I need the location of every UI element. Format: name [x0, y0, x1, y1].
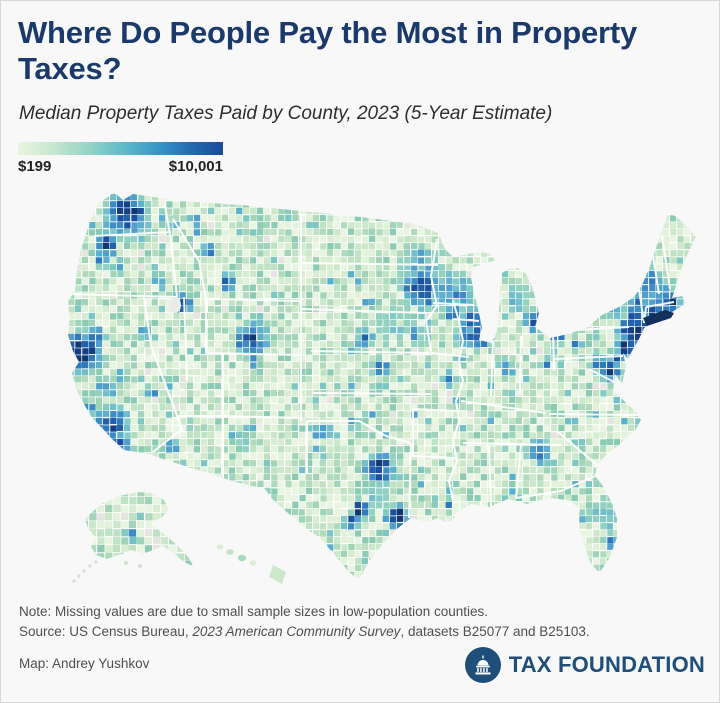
tax-foundation-logo: TAX FOUNDATION	[464, 647, 705, 683]
legend: $199 $10,001	[18, 142, 223, 175]
legend-max-label: $10,001	[168, 158, 223, 175]
legend-gradient-bar	[18, 142, 223, 155]
page-title: Where Do People Pay the Most in Property…	[18, 15, 638, 86]
aleutian-islands	[72, 560, 142, 583]
note-text: Note: Missing values are due to small sa…	[19, 604, 488, 619]
source-text: Source: US Census Bureau, 2023 American …	[19, 623, 590, 639]
legend-min-label: $199	[18, 158, 52, 175]
map-credit: Map: Andrey Yushkov	[19, 656, 150, 671]
logo-wordmark: TAX FOUNDATION	[508, 652, 705, 677]
footer-notes: Note: Missing values are due to small sa…	[19, 602, 590, 641]
state-borders	[67, 204, 675, 519]
hawaii-inset	[216, 544, 286, 584]
great-salt-lake	[169, 297, 181, 313]
subtitle: Median Property Taxes Paid by County, 20…	[19, 103, 553, 124]
long-island	[643, 310, 674, 326]
capitol-dome-icon	[464, 647, 501, 683]
alaska-county-mosaic	[85, 492, 193, 566]
